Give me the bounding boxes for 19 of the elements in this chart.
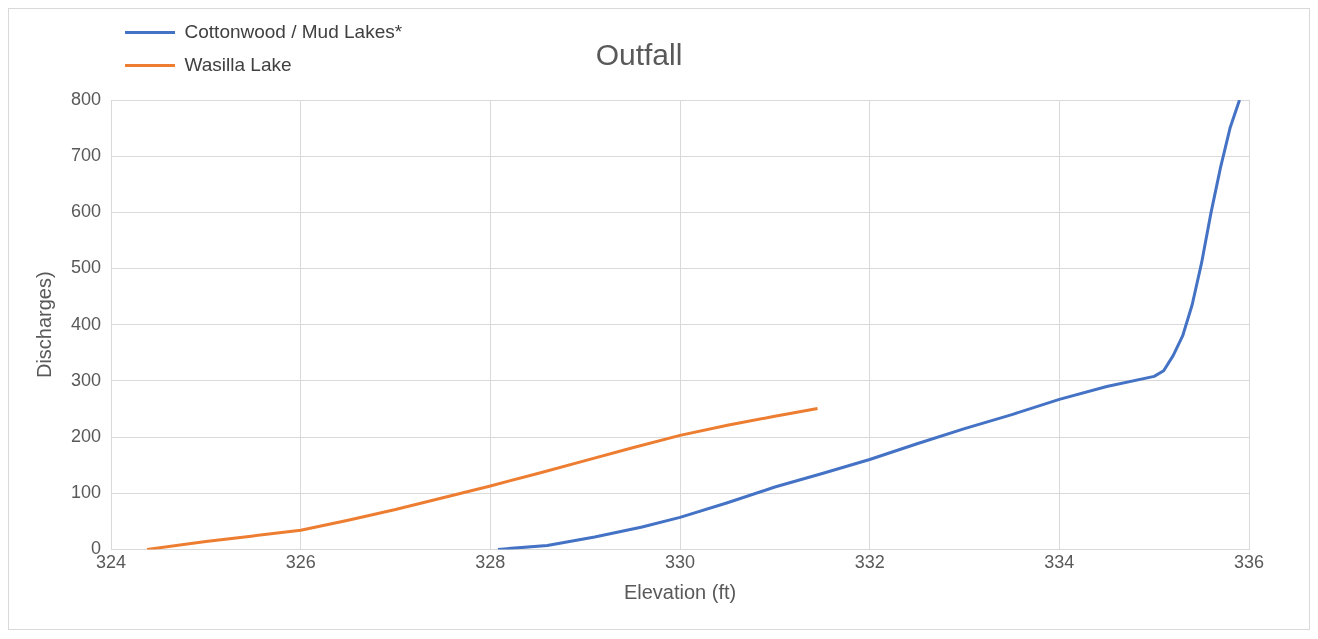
x-tick-label: 328 bbox=[475, 552, 506, 573]
x-tick-label: 332 bbox=[854, 552, 885, 573]
y-tick-label: 400 bbox=[70, 313, 102, 334]
chart-title: Outfall bbox=[595, 38, 683, 72]
y-tick-label: 100 bbox=[70, 482, 102, 503]
x-tick-label: 334 bbox=[1044, 552, 1075, 573]
y-axis-title: Discharges) bbox=[32, 271, 55, 379]
x-axis-title: Elevation (ft) bbox=[623, 580, 737, 603]
y-tick-label: 300 bbox=[70, 369, 102, 390]
legend-label: Cottonwood / Mud Lakes* bbox=[184, 20, 403, 42]
x-tick-label: 336 bbox=[1233, 552, 1265, 573]
x-tick-label: 326 bbox=[285, 552, 316, 573]
x-tick-label: 330 bbox=[664, 552, 696, 573]
y-tick-label: 600 bbox=[70, 201, 102, 222]
y-tick-label: 200 bbox=[70, 426, 102, 447]
legend-label: Wasilla Lake bbox=[184, 53, 292, 75]
y-tick-label: 700 bbox=[70, 145, 102, 166]
y-tick-label: 800 bbox=[70, 88, 102, 109]
y-tick-label: 500 bbox=[70, 257, 102, 278]
